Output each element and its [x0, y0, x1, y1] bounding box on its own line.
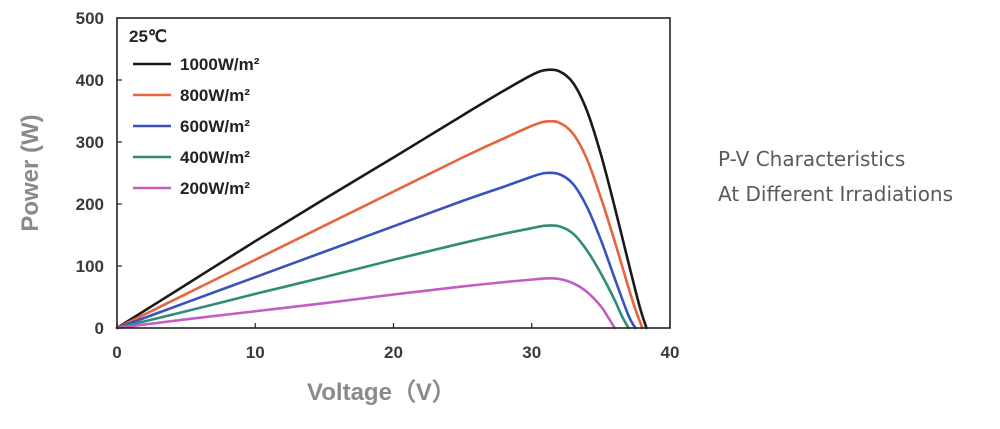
series-line-1	[115, 119, 644, 330]
x-tick-label: 0	[112, 343, 121, 362]
x-tick-label: 10	[246, 343, 265, 362]
series-line-0	[115, 68, 648, 330]
legend-label-2: 600W/m²	[180, 117, 250, 136]
legend-title: 25℃	[129, 27, 167, 46]
x-tick-label: 30	[522, 343, 541, 362]
axes: 0 10 20 30 400100200300400500Voltage（V）Power…	[17, 9, 679, 406]
x-tick-label: 20	[384, 343, 403, 362]
plot-area	[115, 68, 648, 330]
legend-label-0: 1000W/m²	[180, 55, 260, 74]
y-tick-label: 500	[76, 9, 104, 28]
y-tick-label: 100	[76, 257, 104, 276]
y-axis-title: Power (W)	[17, 114, 44, 231]
y-tick-label: 400	[76, 71, 104, 90]
legend-label-4: 200W/m²	[180, 179, 250, 198]
legend-label-3: 400W/m²	[180, 148, 250, 167]
y-tick-label: 200	[76, 195, 104, 214]
y-tick-label: 300	[76, 133, 104, 152]
caption-line-2: At Different Irradiations	[718, 182, 954, 206]
x-tick-label: 40	[661, 343, 680, 362]
chart-caption: P-V Characteristics At Different Irradia…	[718, 142, 998, 212]
y-tick-label: 0	[95, 319, 104, 338]
series-line-2	[115, 171, 637, 330]
series-line-4	[115, 277, 616, 330]
x-axis-title: Voltage（V）	[307, 379, 456, 406]
caption-line-1: P-V Characteristics	[718, 147, 906, 171]
series-line-3	[115, 224, 630, 330]
legend-label-1: 800W/m²	[180, 86, 250, 105]
legend: 25℃ 1000W/m² 800W/m² 600W/m² 400W/m² 200W/m²	[129, 27, 260, 198]
